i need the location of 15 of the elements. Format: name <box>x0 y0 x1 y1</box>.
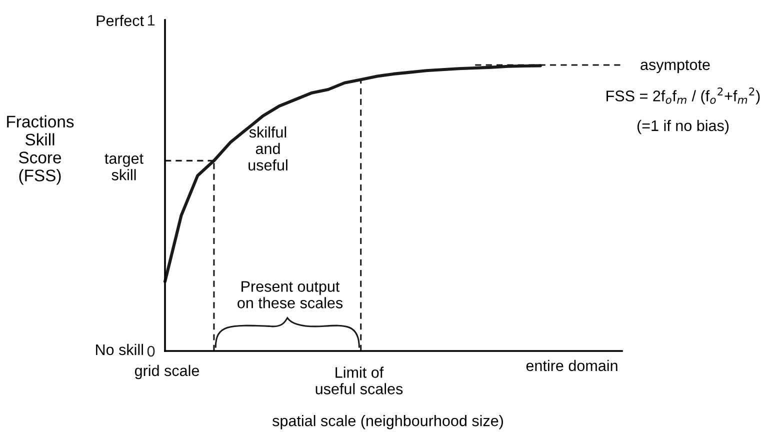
annotation: skilful and useful <box>248 126 288 171</box>
text: entire domain <box>526 360 618 372</box>
text: Fractions Skill Score (FSS) <box>7 115 74 185</box>
text: (=1 if no bias) <box>637 120 729 134</box>
text: asymptote <box>640 60 710 74</box>
y-tick-label: 0 <box>147 346 155 357</box>
text: Perfect <box>96 14 144 26</box>
text: Limit of useful scales <box>316 366 403 394</box>
text: No skill <box>96 344 143 356</box>
text: grid scale <box>134 364 200 380</box>
text: FSS = 2f$_{o}$f$_{m}$ / (f$_{o}$$^{2}$+f$_{m}$$^{2}$) <box>606 87 760 104</box>
annotation: Present output on these scales <box>238 281 343 308</box>
x-axis-title: spatial scale (neighbourhood size) <box>272 415 503 430</box>
y-tick-label: 1 <box>148 15 155 26</box>
text: target skill <box>104 154 144 180</box>
